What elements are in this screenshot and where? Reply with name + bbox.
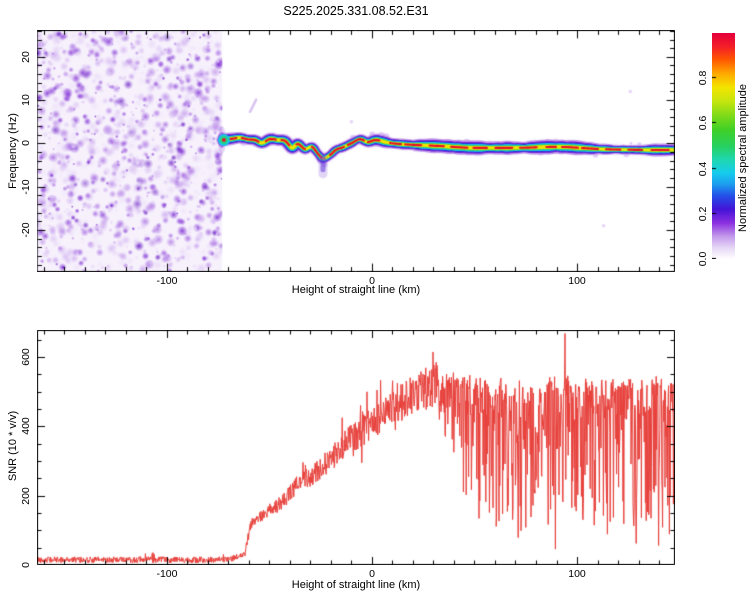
x-tick-label: 0 [369,275,375,287]
y-tick-label: 0 [20,140,32,147]
x-tick-label: 0 [369,568,375,580]
spectrogram-canvas [37,30,675,272]
height-axis-label-top: Height of straight line (km) [291,284,421,296]
x-tick-label: -100 [156,275,178,287]
y-tick-label: 10 [20,94,32,106]
plot-title: S225.2025.331.08.52.E31 [283,4,429,18]
x-tick-label: -100 [156,568,178,580]
x-tick-label: 100 [568,275,586,287]
colorbar-tick-label: 0.2 [697,206,709,222]
y-tick-label: 600 [20,348,32,366]
colorbar-label: Normalized spectral amplitude [737,84,749,232]
snr-canvas [37,330,675,565]
y-tick-label: 20 [20,50,32,63]
x-tick-label: 100 [568,568,586,580]
snr-axis-label: SNR (10 * v/v) [7,410,19,482]
y-tick-label: 200 [20,486,32,505]
freq-axis-label: Frequency (Hz) [7,113,19,189]
colorbar-tick-label: 0.8 [697,70,709,86]
y-tick-label: -20 [20,222,32,238]
y-tick-label: 0 [20,562,32,568]
colorbar-tick-label: 0.4 [697,161,709,176]
height-axis-label-bottom: Height of straight line (km) [291,579,421,591]
colorbar-tick-label: 0.6 [697,116,709,131]
colorbar-tick-label: 0.0 [697,251,709,267]
y-tick-label: -10 [20,179,32,195]
y-tick-label: 400 [20,417,32,436]
colorbar-gradient [712,33,735,259]
